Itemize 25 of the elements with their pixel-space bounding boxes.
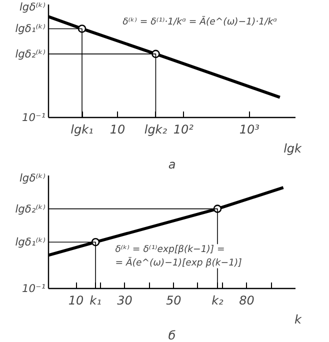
- x-tick-label: 10: [110, 122, 126, 136]
- series-label: lgδ₁⁽ᵏ⁾: [15, 236, 46, 249]
- text: 10⁻¹: [22, 282, 46, 295]
- x-tick-label: lgk₁: [70, 122, 94, 136]
- x-tick-label: k₂: [212, 294, 224, 308]
- x-tick-label: 10³: [239, 122, 260, 136]
- x-tick-label: 10²: [173, 122, 194, 136]
- x-axis-title: lgk: [284, 142, 303, 156]
- x-tick-label: k₁: [90, 294, 102, 308]
- x-tick-label: 80: [239, 294, 255, 308]
- annotation: δ⁽ᵏ⁾ = δ⁽¹⁾exp[β(k−1)] = = Ā(e^(ω)−1)[exp β(k−1)]: [115, 244, 242, 268]
- series-label: lgδ₁⁽ᵏ⁾: [15, 22, 46, 36]
- series-label: lgδ₂⁽ᵏ⁾: [15, 47, 46, 60]
- x-tick-label: 50: [166, 294, 182, 308]
- x-axis-title: k: [294, 312, 303, 326]
- text: а: [168, 158, 176, 172]
- annotation: δ⁽ᵏ⁾ = δ⁽¹⁾·1/kᵅ = Ā(e^(ω)−1)·1/kᵅ: [122, 16, 278, 28]
- x-tick-label: 30: [117, 294, 133, 308]
- text: 10⁻¹: [22, 111, 46, 124]
- series-label: lgδ₂⁽ᵏ⁾: [15, 202, 46, 216]
- y-axis-title: lgδ⁽ᵏ⁾: [19, 172, 46, 184]
- y-axis-title: lgδ⁽ᵏ⁾: [19, 0, 46, 14]
- text: б: [168, 328, 176, 342]
- x-tick-label: lgk₂: [144, 122, 168, 136]
- x-tick-label: 10: [68, 294, 84, 308]
